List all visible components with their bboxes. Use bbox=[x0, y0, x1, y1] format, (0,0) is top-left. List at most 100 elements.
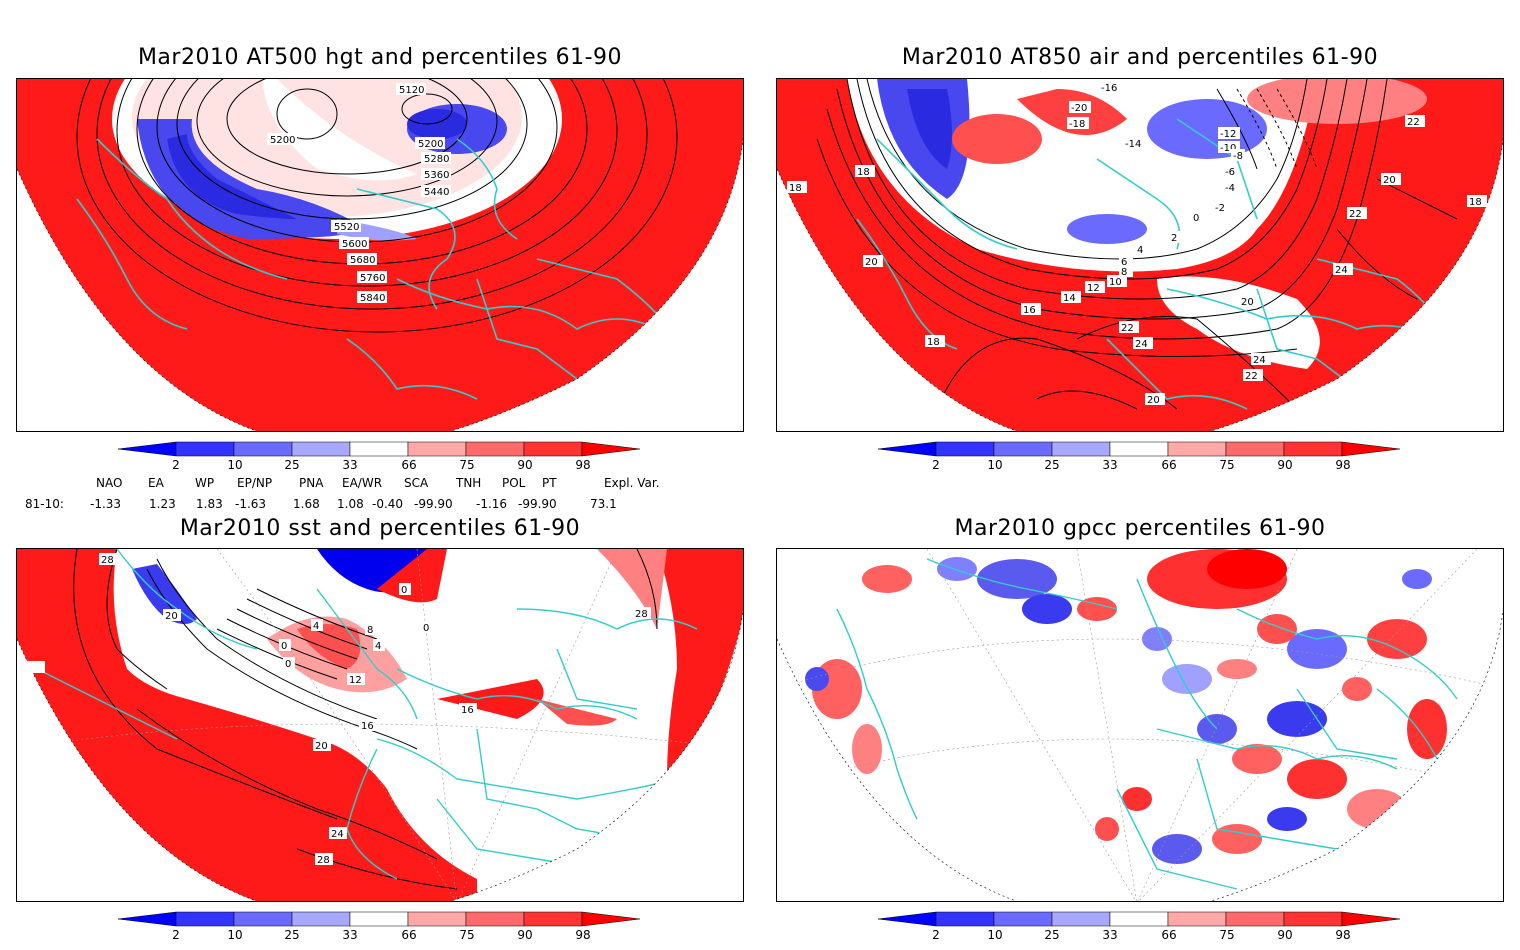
index-value: -1.16 bbox=[476, 497, 508, 511]
contour-label: 12 bbox=[349, 675, 362, 686]
colorbar-segment bbox=[291, 911, 351, 927]
colorbar-segment bbox=[175, 441, 235, 457]
colorbar-tick: 25 bbox=[1044, 928, 1060, 942]
contour-label: -12 bbox=[1220, 129, 1236, 140]
index-value: 73.1 bbox=[590, 497, 617, 511]
contour-label: 5360 bbox=[424, 170, 449, 181]
colorbar-segment bbox=[993, 911, 1053, 927]
panel-title-gpcc: Mar2010 gpcc percentiles 61-90 bbox=[954, 516, 1326, 541]
contour-label: -14 bbox=[1125, 139, 1141, 150]
contour-label: 5200 bbox=[418, 139, 443, 150]
contour-label: 22 bbox=[1245, 371, 1258, 382]
colorbar-sst: 2 10 25 33 66 75 90 98 bbox=[16, 910, 744, 950]
contour-label: 16 bbox=[1023, 305, 1036, 316]
colorbar-tick: 10 bbox=[227, 928, 243, 942]
colorbar-segment bbox=[581, 441, 641, 457]
contour-label: 8 bbox=[1121, 267, 1127, 278]
contour-label: 24 bbox=[1335, 265, 1348, 276]
colorbar-segment bbox=[877, 911, 937, 927]
contour-label: 4 bbox=[313, 621, 319, 632]
colorbar-tick: 2 bbox=[172, 928, 180, 942]
colorbar-segment bbox=[1051, 441, 1111, 457]
panel-title-hgt500: Mar2010 AT500 hgt and percentiles 61-90 bbox=[137, 45, 623, 70]
colorbar-tick: 66 bbox=[1161, 458, 1177, 472]
contour-label: 5840 bbox=[360, 293, 385, 304]
colorbar-tick: 66 bbox=[401, 928, 417, 942]
colorbar-tick: 90 bbox=[1277, 928, 1293, 942]
index-value: -1.33 bbox=[90, 497, 122, 511]
contour-label: 4 bbox=[1137, 245, 1143, 256]
colorbar-tick: 90 bbox=[517, 928, 533, 942]
colorbar-segment bbox=[1341, 441, 1401, 457]
colorbar-segment bbox=[993, 441, 1053, 457]
index-value: -99.90 bbox=[518, 497, 557, 511]
index-header: EA/WR bbox=[342, 476, 383, 490]
colorbar-tick: 2 bbox=[932, 458, 940, 472]
colorbar-tick: 75 bbox=[459, 928, 475, 942]
contour-label: -10 bbox=[1220, 143, 1236, 154]
colorbar-tick: 33 bbox=[342, 458, 358, 472]
contour-label: 20 bbox=[1241, 297, 1254, 308]
contour-label: 2 bbox=[1171, 233, 1177, 244]
colorbar-tick: 90 bbox=[517, 458, 533, 472]
index-header: NAO bbox=[96, 476, 123, 490]
colorbar-tick: 98 bbox=[575, 928, 591, 942]
contour-label: -18 bbox=[1069, 119, 1085, 130]
colorbar-tick: 98 bbox=[1335, 928, 1351, 942]
index-value: 1.08 bbox=[337, 497, 364, 511]
teleconnection-index-table: NAO EA WP EP/NP PNA EA/WR SCA TNH POL PT… bbox=[0, 474, 760, 514]
colorbar-segment bbox=[523, 441, 583, 457]
colorbar-tick: 75 bbox=[1219, 928, 1235, 942]
contour-label: 5680 bbox=[350, 255, 375, 266]
colorbar-segment bbox=[117, 441, 177, 457]
index-header: EA bbox=[148, 476, 164, 490]
contour-label: 0 bbox=[423, 623, 429, 634]
contour-label: 10 bbox=[1109, 277, 1122, 288]
contour-label: 20 bbox=[865, 257, 878, 268]
colorbar-segment bbox=[1341, 911, 1401, 927]
contour-label: 18 bbox=[857, 167, 870, 178]
colorbar-segment bbox=[291, 441, 351, 457]
contour-label: 5520 bbox=[334, 222, 359, 233]
contour-label: 6 bbox=[1121, 257, 1127, 268]
colorbar-segment bbox=[935, 911, 995, 927]
colorbar-air850: 2 10 25 33 66 75 90 98 bbox=[776, 440, 1504, 480]
index-row-label: 81-10: bbox=[25, 497, 64, 511]
colorbar-tick: 10 bbox=[227, 458, 243, 472]
colorbar-segment bbox=[233, 911, 293, 927]
contour-label: 0 bbox=[1193, 213, 1199, 224]
index-header: SCA bbox=[404, 476, 429, 490]
colorbar-segment bbox=[1167, 441, 1227, 457]
colorbar-tick: 33 bbox=[342, 928, 358, 942]
contour-label: 5200 bbox=[270, 135, 295, 146]
colorbar-tick: 33 bbox=[1102, 458, 1118, 472]
colorbar-segment bbox=[175, 911, 235, 927]
contour-label: -2 bbox=[1215, 203, 1225, 214]
index-value: 1.83 bbox=[196, 497, 223, 511]
colorbar-tick: 66 bbox=[401, 458, 417, 472]
index-header: PT bbox=[542, 476, 557, 490]
contour-label: 0 bbox=[285, 659, 291, 670]
contour-label: 18 bbox=[927, 337, 940, 348]
index-header: EP/NP bbox=[237, 476, 273, 490]
map-panel-hgt500: 5120 5200 5200 5280 5360 5440 5520 5600 … bbox=[16, 78, 744, 432]
contour-label: 4 bbox=[375, 641, 381, 652]
contour-label: -16 bbox=[1101, 83, 1117, 94]
colorbar-segment bbox=[349, 441, 409, 457]
index-header: WP bbox=[195, 476, 215, 490]
contour-label: 24 bbox=[1253, 355, 1266, 366]
colorbar-tick: 33 bbox=[1102, 928, 1118, 942]
contour-label: 22 bbox=[1121, 323, 1134, 334]
map-panel-air850: -16 -20 -18 -14 -12 -10 -8 -6 -4 -2 0 2 … bbox=[776, 78, 1504, 432]
index-value: -0.40 bbox=[372, 497, 404, 511]
contour-label: 28 bbox=[101, 555, 114, 566]
map-panel-gpcc bbox=[776, 548, 1504, 902]
colorbar-segment bbox=[1283, 441, 1343, 457]
contour-label: 0 bbox=[401, 585, 407, 596]
contour-label: 16 bbox=[361, 721, 374, 732]
contour-label: -6 bbox=[1225, 167, 1235, 178]
colorbar-segment bbox=[1051, 911, 1111, 927]
contour-label: 18 bbox=[1469, 197, 1482, 208]
colorbar-tick: 25 bbox=[1044, 458, 1060, 472]
contour-label: 22 bbox=[1349, 209, 1362, 220]
